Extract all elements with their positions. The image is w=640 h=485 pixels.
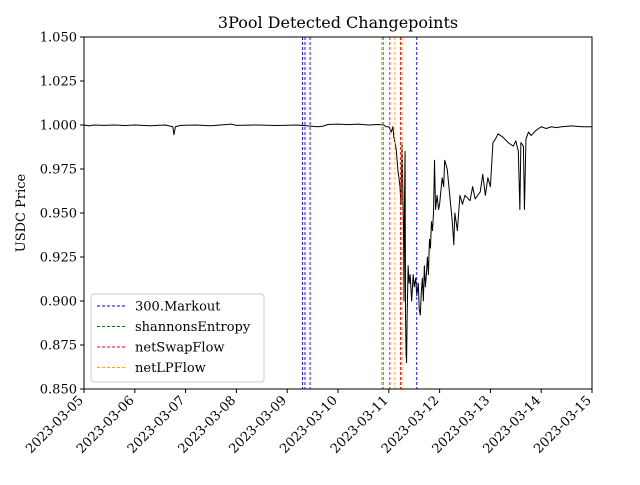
legend-label-300-markout: 300.Markout <box>135 300 221 315</box>
y-tick-label: 1.025 <box>40 75 77 90</box>
legend-box <box>90 293 265 383</box>
y-axis-label: USDC Price <box>14 173 29 252</box>
chart-title: 3Pool Detected Changepoints <box>218 13 458 32</box>
y-tick-label: 0.875 <box>40 339 77 354</box>
plot-area <box>83 37 592 389</box>
legend-label-netlpflow: netLPFlow <box>135 361 206 376</box>
y-tick-label: 0.950 <box>40 207 77 222</box>
y-tick-label: 0.850 <box>40 383 77 398</box>
legend: 300.Markout shannonsEntropy netSwapFlow net… <box>90 293 265 383</box>
legend-label-shannonsentropy: shannonsEntropy <box>135 320 251 335</box>
y-tick-label: 1.050 <box>40 31 77 46</box>
y-tick-label: 0.925 <box>40 251 77 266</box>
price-series-line <box>83 123 592 364</box>
legend-label-netswapflow: netSwapFlow <box>135 341 225 356</box>
plot-frame <box>83 36 593 390</box>
y-tick-label: 1.000 <box>40 119 77 134</box>
y-tick-label: 0.975 <box>40 163 77 178</box>
y-tick-label: 0.900 <box>40 295 77 310</box>
